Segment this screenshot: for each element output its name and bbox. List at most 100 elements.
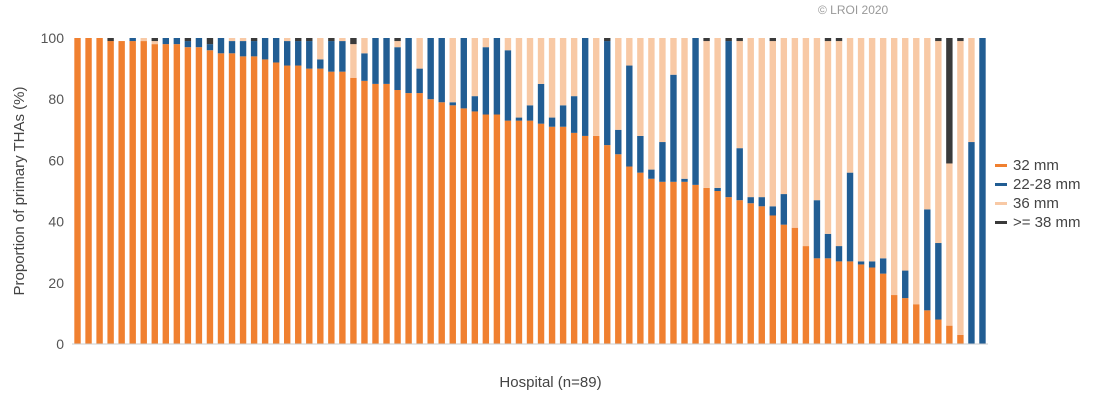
bar-segment-36-mm — [140, 38, 147, 42]
bar-segment-36-mm — [449, 38, 456, 103]
bar-segment-32-mm — [383, 83, 390, 345]
bar-segment-32-mm — [339, 71, 346, 344]
bars-group — [74, 38, 986, 345]
bar-segment-32-mm — [85, 38, 92, 344]
bar-segment-36-mm — [659, 38, 666, 143]
bar-segment-22-28-mm — [692, 38, 699, 185]
bar-segment-22-28-mm — [725, 41, 732, 198]
bar-segment-36-mm — [504, 38, 512, 51]
bar-segment-36-mm — [946, 163, 953, 326]
legend-label: >= 38 mm — [1013, 214, 1081, 231]
bar-segment-22-28-mm — [637, 135, 644, 173]
bar-segment-22-28-mm — [482, 47, 490, 115]
bar-segment-32-mm — [416, 93, 423, 344]
bar-segment-32-mm — [824, 258, 832, 344]
bar-segment-32-mm — [217, 53, 225, 345]
bar-segment-32-mm — [405, 93, 412, 344]
bar-segment-22-28-mm — [780, 194, 788, 225]
bar-segment-36-mm — [868, 38, 876, 262]
legend-label: 32 mm — [1013, 157, 1059, 174]
bar-segment-32-mm — [129, 41, 136, 345]
bar-segment-32-mm — [295, 65, 302, 344]
bar-segment-36-mm — [548, 38, 556, 118]
bar-segment-22-28-mm — [537, 83, 545, 124]
bar-segment-32-mm — [581, 135, 589, 344]
legend-item: 22-28 mm — [995, 175, 1081, 194]
bar-segment-36-mm — [284, 38, 291, 42]
bar-segment-32-mm — [272, 62, 280, 344]
bar-segment-22-28-mm — [328, 41, 335, 72]
bar-segment-36-mm — [791, 38, 799, 228]
bar-segment-36-mm — [394, 41, 401, 48]
bar-segment-36-mm — [924, 38, 931, 210]
bar-segment-22-28-mm — [272, 38, 280, 63]
bar-segment-32-mm — [615, 154, 622, 344]
bar-segment-22-28-mm — [460, 38, 467, 109]
bar-segment-36-mm — [846, 38, 854, 173]
bar-segment-22-28-mm — [295, 41, 302, 66]
bar-segment-32-mm — [559, 126, 567, 345]
bar-segment-32-mm — [250, 56, 258, 345]
bar-segment-32-mm — [802, 246, 810, 344]
bar-segment-22-28-mm — [769, 206, 776, 216]
bar-segment-22-28-mm — [968, 142, 975, 344]
bar-segment--38-mm — [151, 38, 158, 42]
bar-segment-32-mm — [725, 197, 732, 344]
legend-swatch — [995, 221, 1007, 224]
bar-segment-22-28-mm — [195, 38, 203, 48]
y-tick-label: 60 — [48, 152, 64, 168]
bar-segment-32-mm — [857, 264, 865, 344]
bar-segment-22-28-mm — [615, 129, 622, 155]
bar-segment-22-28-mm — [714, 187, 721, 191]
bar-segment-22-28-mm — [758, 197, 765, 207]
bar-segment-32-mm — [151, 44, 158, 345]
bar-segment-32-mm — [604, 145, 611, 344]
bar-segment-36-mm — [879, 38, 887, 259]
bar-segment-22-28-mm — [317, 59, 324, 69]
bar-segment-22-28-mm — [846, 172, 854, 262]
bar-segment-22-28-mm — [526, 105, 534, 121]
bar-segment-22-28-mm — [879, 258, 887, 274]
bar-segment-22-28-mm — [813, 200, 821, 259]
bar-segment-22-28-mm — [206, 44, 214, 51]
bar-segment-22-28-mm — [184, 41, 192, 48]
bar-segment-36-mm — [824, 41, 832, 234]
legend-swatch — [995, 183, 1007, 186]
bar-segment-22-28-mm — [250, 41, 258, 57]
bar-segment-22-28-mm — [979, 38, 986, 344]
y-axis: 0 20 40 60 80 100 — [41, 30, 65, 352]
bar-segment-32-mm — [306, 68, 313, 344]
bar-segment-22-28-mm — [217, 38, 225, 54]
bar-segment-32-mm — [140, 41, 147, 345]
bar-segment-22-28-mm — [626, 65, 633, 167]
bar-segment-32-mm — [74, 38, 81, 344]
bar-segment-32-mm — [703, 187, 710, 344]
bar-segment--38-mm — [824, 38, 832, 42]
bar-segment-22-28-mm — [427, 38, 434, 100]
bar-segment-36-mm — [570, 38, 578, 97]
bar-segment-22-28-mm — [383, 38, 390, 84]
bar-segment-32-mm — [670, 181, 677, 344]
bar-segment-32-mm — [493, 114, 501, 344]
bar-segment--38-mm — [725, 38, 732, 42]
bar-segment-36-mm — [758, 38, 765, 198]
bar-segment-22-28-mm — [471, 96, 479, 112]
bar-segment-36-mm — [482, 38, 490, 48]
bar-segment--38-mm — [206, 38, 214, 45]
bar-segment-22-28-mm — [284, 41, 291, 66]
bar-segment--38-mm — [250, 38, 258, 42]
bar-segment-32-mm — [261, 59, 269, 345]
bar-segment--38-mm — [604, 38, 611, 42]
bar-segment-32-mm — [780, 224, 788, 344]
bar-segment-32-mm — [438, 102, 445, 344]
bar-segment-32-mm — [526, 120, 534, 345]
bar-segment--38-mm — [736, 38, 743, 42]
bar-segment-32-mm — [957, 334, 964, 344]
bar-segment-32-mm — [935, 319, 942, 344]
bar-segment-36-mm — [670, 38, 677, 75]
legend-swatch — [995, 164, 1007, 167]
bar-segment-32-mm — [228, 53, 236, 345]
bar-segment-22-28-mm — [228, 41, 236, 54]
bar-segment-36-mm — [515, 38, 523, 118]
